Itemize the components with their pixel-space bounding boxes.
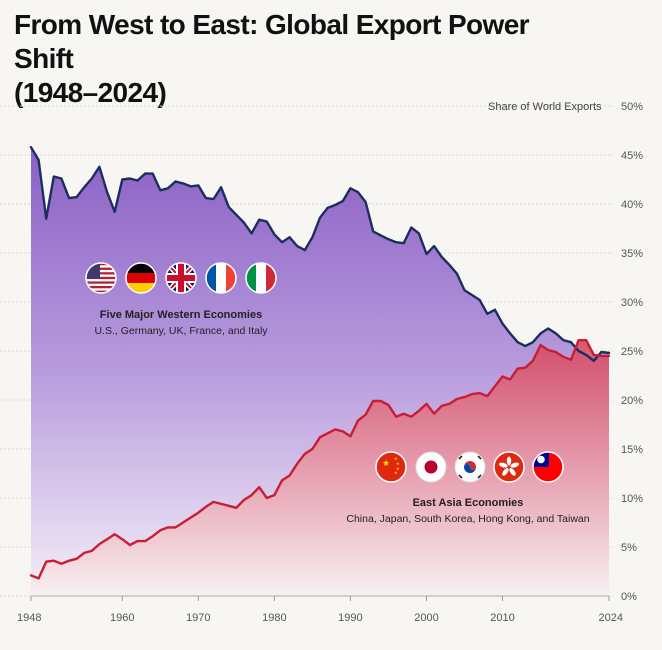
y-tick-10%: 10%: [621, 493, 643, 505]
x-tick-1970: 1970: [186, 612, 210, 624]
flag-hong-kong-icon: [493, 451, 525, 483]
flag-united-states-icon: [85, 262, 117, 294]
x-axis-ticks: 1948 1960 1970 1980 1990 2000 2010 2024: [17, 595, 623, 624]
y-tick-15%: 15%: [621, 444, 643, 456]
east-asia-flags: ★ ★ ★ ★ ★: [375, 451, 564, 483]
flag-south-korea-icon: [454, 451, 486, 483]
east-asia-line: [29, 339, 611, 580]
east-asia-area: [31, 340, 609, 596]
western-group-label: Five Major Western Economies: [100, 309, 262, 321]
east-asia-group-label: East Asia Economies: [413, 497, 524, 509]
x-tick-1948: 1948: [17, 612, 41, 624]
flag-italy-icon: [245, 262, 277, 294]
western-group-description: U.S., Germany, UK, France, and Italy: [94, 325, 268, 337]
svg-text:★: ★: [396, 466, 400, 471]
x-tick-2010: 2010: [490, 612, 514, 624]
x-tick-1990: 1990: [338, 612, 362, 624]
western-flags: [85, 262, 277, 294]
flag-united-kingdom-icon: [165, 262, 197, 294]
east-asia-group-description: China, Japan, South Korea, Hong Kong, an…: [346, 513, 589, 525]
area-fills: [31, 147, 609, 596]
y-tick-45%: 45%: [621, 150, 643, 162]
flag-france-icon: [205, 262, 237, 294]
y-tick-5%: 5%: [621, 542, 637, 554]
flag-germany-icon: [125, 262, 157, 294]
flag-china-icon: ★ ★ ★ ★ ★: [375, 451, 407, 483]
chart-title-line-1: From West to East: Global Export Power S…: [14, 9, 530, 74]
y-axis-label: Share of World Exports: [488, 101, 602, 113]
x-tick-2000: 2000: [414, 612, 438, 624]
western-line: [29, 146, 611, 362]
y-tick-50%: 50%: [621, 101, 643, 113]
y-tick-0%: 0%: [621, 591, 637, 603]
chart-title-line-2: (1948–2024): [14, 77, 167, 108]
x-tick-1980: 1980: [262, 612, 286, 624]
y-tick-40%: 40%: [621, 199, 643, 211]
y-tick-35%: 35%: [621, 248, 643, 260]
svg-text:★: ★: [394, 456, 398, 461]
svg-text:★: ★: [394, 470, 398, 475]
series-lines: [29, 146, 611, 580]
flag-japan-icon: [415, 451, 447, 483]
flag-taiwan-icon: [532, 451, 564, 483]
y-tick-25%: 25%: [621, 346, 643, 358]
chart-title: From West to East: Global Export Power S…: [14, 8, 574, 110]
x-tick-2024: 2024: [599, 612, 623, 624]
x-tick-1960: 1960: [110, 612, 134, 624]
svg-text:★: ★: [382, 458, 390, 468]
y-tick-30%: 30%: [621, 297, 643, 309]
svg-text:★: ★: [396, 461, 400, 466]
y-axis-ticks: 0% 5% 10% 15% 20% 25% 30% 35% 40% 45% 50%: [621, 101, 643, 603]
y-tick-20%: 20%: [621, 395, 643, 407]
